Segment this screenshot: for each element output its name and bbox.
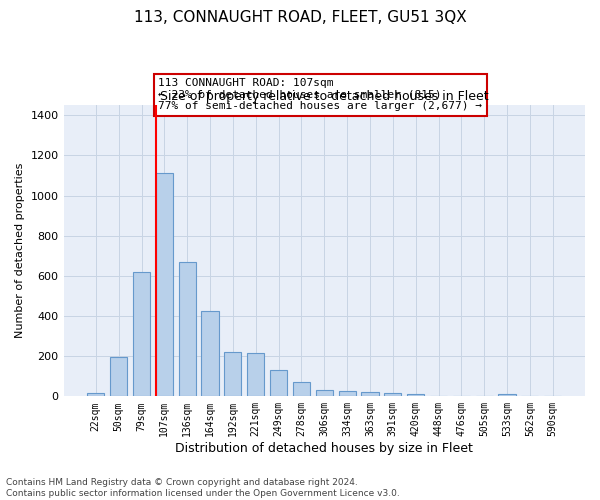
Bar	[407, 394, 424, 396]
Y-axis label: Number of detached properties: Number of detached properties	[15, 163, 25, 338]
Bar	[87, 392, 104, 396]
Bar	[179, 262, 196, 396]
Bar	[156, 174, 173, 396]
Bar	[338, 390, 356, 396]
Bar	[316, 390, 333, 396]
Text: 113 CONNAUGHT ROAD: 107sqm
← 23% of detached houses are smaller (815)
77% of sem: 113 CONNAUGHT ROAD: 107sqm ← 23% of deta…	[158, 78, 482, 112]
Bar	[293, 382, 310, 396]
Bar	[499, 394, 515, 396]
X-axis label: Distribution of detached houses by size in Fleet: Distribution of detached houses by size …	[175, 442, 473, 455]
Bar	[202, 311, 218, 396]
Bar	[247, 352, 265, 397]
Bar	[224, 352, 241, 397]
Bar	[384, 394, 401, 396]
Bar	[133, 272, 150, 396]
Title: Size of property relative to detached houses in Fleet: Size of property relative to detached ho…	[160, 90, 488, 102]
Bar	[361, 392, 379, 396]
Bar	[110, 357, 127, 397]
Text: Contains HM Land Registry data © Crown copyright and database right 2024.
Contai: Contains HM Land Registry data © Crown c…	[6, 478, 400, 498]
Bar	[270, 370, 287, 396]
Text: 113, CONNAUGHT ROAD, FLEET, GU51 3QX: 113, CONNAUGHT ROAD, FLEET, GU51 3QX	[134, 10, 466, 25]
